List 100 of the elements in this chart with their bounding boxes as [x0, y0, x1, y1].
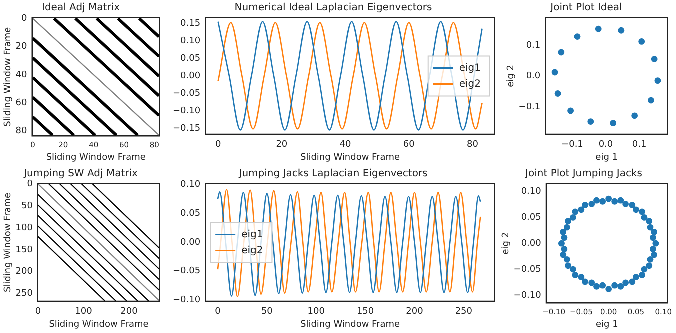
point [633, 274, 640, 280]
point [646, 218, 653, 225]
y-tick-label: 150 [16, 245, 34, 256]
point [600, 198, 606, 205]
y-tick-label: 0 [27, 180, 34, 190]
point [650, 246, 656, 252]
point [595, 26, 602, 32]
y-tick-label: 0.15 [180, 18, 201, 29]
point [558, 49, 565, 56]
y-tick-label: 0.00 [521, 238, 542, 249]
x-axis-title: eig 1 [596, 152, 618, 163]
point [641, 214, 648, 221]
x-tick-label: 250 [455, 307, 473, 318]
x-tick-label: 150 [356, 307, 374, 318]
x-tick-label: 60 [403, 140, 416, 150]
x-axis-title: Sliding Window Frame [49, 320, 150, 330]
point [647, 256, 654, 263]
point [629, 202, 636, 208]
point [650, 234, 656, 242]
x-tick-label: 200 [406, 307, 424, 318]
point [622, 280, 630, 286]
y-axis-title: eig 2 [502, 232, 512, 255]
point [572, 272, 579, 278]
chart-title: Jumping Jacks Laplacian Eigenvectors [238, 168, 428, 180]
y-tick-label: −0.1 [518, 102, 541, 112]
point [554, 90, 562, 97]
point [639, 208, 646, 216]
point [561, 234, 568, 242]
point [552, 69, 558, 76]
point [647, 224, 654, 231]
point [654, 78, 662, 84]
y-tick-label: −0.15 [172, 124, 201, 134]
y-tick-label: 0.00 [180, 238, 201, 248]
x-tick-label: 40 [340, 140, 352, 150]
chart-title: Ideal Adj Matrix [42, 2, 120, 14]
y-tick-label: −0.05 [514, 264, 542, 275]
y-tick-label: 0.10 [521, 187, 542, 198]
point [632, 112, 638, 120]
point [572, 208, 579, 216]
x-tick-label: 0.1 [632, 140, 647, 150]
x-tick-label: −0.1 [562, 140, 584, 150]
x-axis-title: Sliding Window Frame [300, 152, 401, 163]
legend-label: eig1 [459, 62, 481, 74]
x-axis-title: eig 1 [596, 320, 618, 330]
point [629, 278, 636, 286]
y-tick-label: 0.05 [180, 208, 201, 219]
chart-title: Joint Plot Ideal [550, 2, 622, 14]
point [588, 201, 596, 208]
x-tick-label: 0 [35, 307, 42, 318]
y-tick-label: 40 [16, 70, 28, 80]
y-tick-label: 0.00 [180, 71, 201, 82]
y-tick-label: 100 [16, 223, 34, 234]
point [606, 196, 612, 202]
point [568, 108, 574, 114]
point [570, 214, 576, 221]
point [588, 280, 596, 286]
point [651, 252, 658, 258]
point [639, 272, 646, 278]
y-tick-label: 0.10 [180, 180, 201, 190]
point [618, 283, 624, 290]
point [574, 34, 581, 40]
y-tick-label: 0.05 [521, 213, 542, 224]
y-tick-label: −0.10 [514, 290, 542, 301]
point [588, 118, 594, 125]
legend-label: eig1 [242, 229, 264, 240]
point [578, 206, 585, 214]
point [558, 240, 565, 247]
point [612, 198, 618, 205]
y-tick-label: 0.10 [180, 36, 201, 46]
chart-title: Jumping SW Adj Matrix [23, 168, 138, 180]
point [560, 229, 567, 236]
point [651, 229, 658, 236]
y-tick-label: 0 [22, 14, 28, 24]
point [646, 262, 653, 270]
x-tick-label: 0 [215, 307, 222, 318]
y-tick-label: 60 [16, 98, 28, 108]
y-tick-label: 0.0 [526, 72, 541, 82]
point [594, 283, 600, 290]
point [633, 206, 640, 214]
chart-title: Joint Plot Jumping Jacks [524, 168, 642, 180]
y-tick-label: −0.05 [172, 88, 201, 99]
point [565, 218, 572, 225]
point [618, 27, 625, 34]
point [648, 97, 654, 104]
x-tick-label: 0.0 [598, 140, 614, 150]
point [652, 240, 660, 247]
y-tick-label: 80 [16, 126, 28, 137]
y-axis-title: eig 2 [506, 65, 517, 88]
point [582, 202, 588, 208]
point [564, 224, 570, 231]
point [561, 246, 568, 252]
point [565, 262, 572, 270]
y-tick-label: 200 [16, 267, 34, 278]
legend-label: eig2 [242, 245, 264, 256]
point [641, 266, 648, 273]
point [651, 56, 658, 62]
point [612, 282, 618, 289]
x-tick-label: 100 [75, 307, 93, 318]
y-axis-title: Sliding Window Frame [4, 26, 14, 127]
x-tick-label: 20 [276, 140, 288, 150]
